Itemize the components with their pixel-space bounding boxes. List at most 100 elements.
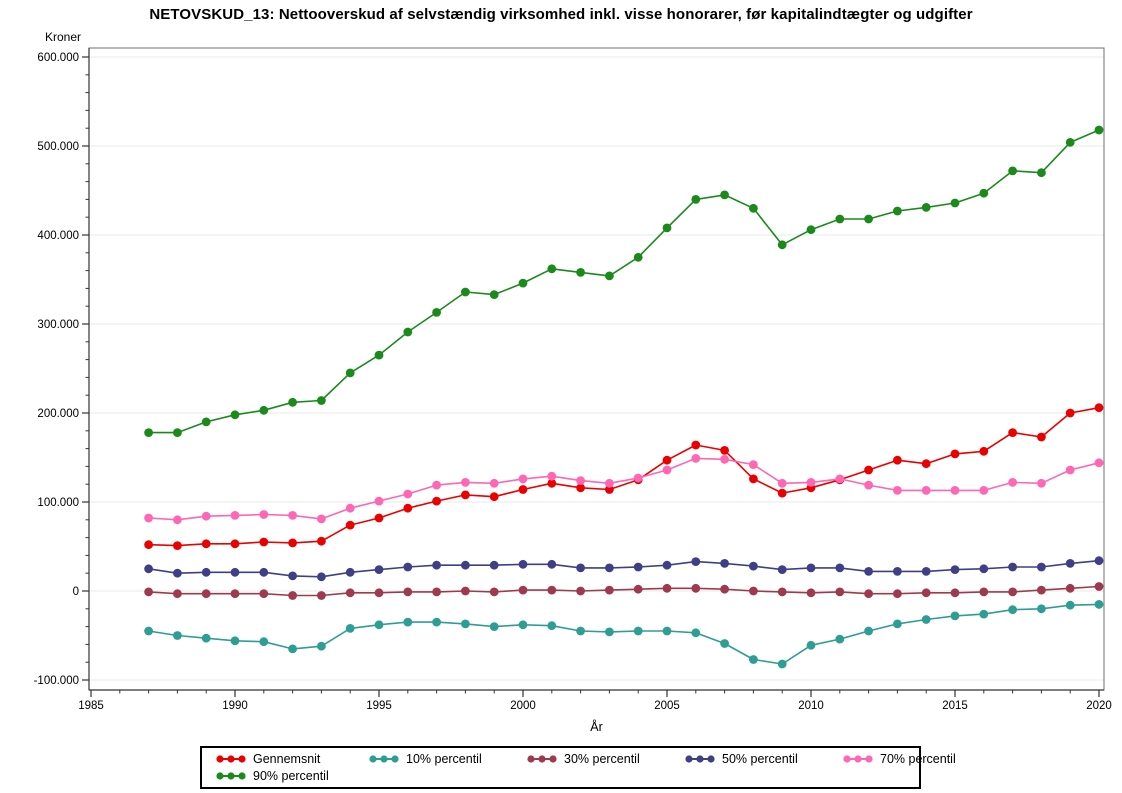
data-point-10-percentil (979, 609, 989, 619)
x-tick-label: 1985 (78, 700, 104, 712)
data-point-gennemsnit (374, 513, 384, 523)
data-point-30-percentil (864, 589, 873, 599)
data-point-70-percentil (259, 510, 269, 519)
data-point-70-percentil (1037, 478, 1046, 488)
data-point-90-percentil (518, 278, 528, 288)
data-point-gennemsnit (1065, 408, 1075, 418)
data-point-30-percentil (749, 586, 758, 596)
x-tick-label: 2000 (510, 700, 536, 712)
data-point-gennemsnit (432, 496, 441, 506)
data-point-90-percentil (1094, 125, 1104, 135)
legend-label: 90% percentil (253, 769, 329, 783)
data-point-30-percentil (288, 591, 297, 600)
data-point-50-percentil (749, 561, 758, 571)
legend-label: 70% percentil (880, 752, 956, 766)
data-point-50-percentil (691, 557, 701, 566)
data-point-30-percentil (461, 586, 470, 596)
x-tick-label: 2020 (1086, 700, 1112, 712)
data-point-gennemsnit (403, 503, 413, 513)
data-point-70-percentil (1094, 458, 1104, 468)
data-point-90-percentil (605, 271, 614, 281)
data-point-50-percentil (864, 567, 873, 576)
data-point-50-percentil (893, 567, 902, 576)
data-point-10-percentil (864, 626, 873, 636)
data-point-70-percentil (461, 478, 470, 487)
data-point-50-percentil (979, 564, 989, 574)
data-point-50-percentil (317, 572, 326, 582)
data-point-50-percentil (144, 564, 154, 574)
legend-marker-icon (369, 755, 399, 763)
legend-item-30-percentil: 30% percentil (527, 751, 685, 767)
data-point-10-percentil (230, 636, 240, 646)
x-tick-label: 2015 (942, 700, 968, 712)
data-point-90-percentil (921, 203, 931, 212)
data-point-gennemsnit (173, 541, 182, 550)
data-point-90-percentil (1008, 166, 1017, 176)
data-point-50-percentil (662, 560, 672, 570)
data-point-70-percentil (201, 511, 211, 521)
data-point-10-percentil (720, 639, 729, 648)
data-point-70-percentil (576, 476, 585, 485)
data-point-90-percentil (749, 203, 758, 213)
data-point-90-percentil (403, 327, 413, 337)
data-point-10-percentil (806, 640, 816, 650)
data-point-10-percentil (835, 634, 845, 644)
data-point-30-percentil (691, 583, 701, 593)
data-point-gennemsnit (201, 539, 211, 549)
data-point-70-percentil (893, 486, 902, 495)
data-point-30-percentil (144, 587, 154, 597)
x-tick-label: 2005 (654, 700, 680, 712)
x-tick-label: 1995 (366, 700, 392, 712)
y-tick-label: 200.000 (37, 408, 79, 420)
data-point-50-percentil (173, 568, 182, 578)
data-point-70-percentil (749, 460, 758, 469)
data-point-10-percentil (1008, 605, 1017, 615)
data-point-50-percentil (720, 559, 729, 568)
data-point-70-percentil (374, 496, 384, 506)
data-point-30-percentil (806, 588, 816, 598)
series-50-percentil (144, 556, 1104, 582)
data-point-gennemsnit (893, 455, 902, 465)
data-point-90-percentil (259, 405, 269, 415)
data-point-10-percentil (749, 655, 758, 664)
data-point-gennemsnit (259, 537, 269, 547)
data-point-10-percentil (576, 626, 585, 636)
data-point-30-percentil (345, 588, 355, 598)
data-point-70-percentil (864, 480, 873, 490)
data-point-30-percentil (374, 588, 384, 598)
data-point-10-percentil (547, 621, 557, 631)
data-point-70-percentil (1065, 465, 1075, 475)
data-point-50-percentil (259, 567, 269, 577)
data-point-10-percentil (605, 627, 614, 637)
data-point-gennemsnit (979, 446, 989, 456)
data-point-50-percentil (403, 562, 413, 572)
data-point-10-percentil (432, 617, 441, 627)
data-point-gennemsnit (864, 465, 873, 475)
data-point-30-percentil (835, 587, 845, 597)
data-point-50-percentil (633, 562, 643, 572)
data-point-50-percentil (432, 560, 441, 570)
x-tick-label: 2010 (798, 700, 824, 712)
data-point-90-percentil (950, 198, 960, 208)
legend-item-10-percentil: 10% percentil (369, 751, 527, 767)
legend-item-90-percentil: 90% percentil (216, 768, 369, 784)
gridlines (89, 56, 1104, 681)
data-point-30-percentil (950, 588, 960, 598)
y-axis: 600.000 500.000 400.000 300.000 200.000 100.0… (34, 48, 90, 690)
data-point-70-percentil (979, 486, 989, 495)
data-point-gennemsnit (662, 455, 672, 465)
data-point-90-percentil (835, 214, 845, 224)
data-point-50-percentil (1065, 559, 1075, 568)
data-point-50-percentil (547, 559, 557, 569)
data-point-gennemsnit (1008, 428, 1017, 437)
data-point-90-percentil (144, 428, 154, 437)
data-point-gennemsnit (1037, 432, 1046, 442)
data-point-50-percentil (374, 565, 384, 574)
y-tick-label: -100.000 (34, 675, 79, 687)
data-point-30-percentil (403, 587, 413, 597)
data-point-10-percentil (633, 626, 643, 636)
data-point-90-percentil (173, 428, 182, 437)
data-point-50-percentil (518, 559, 528, 569)
chart-legend: Gennemsnit 10% percentil 30% percentil 50% … (200, 746, 956, 789)
